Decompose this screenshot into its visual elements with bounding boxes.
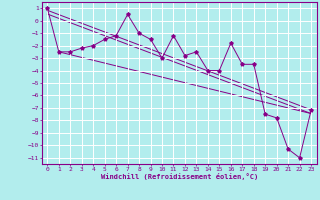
X-axis label: Windchill (Refroidissement éolien,°C): Windchill (Refroidissement éolien,°C) bbox=[100, 173, 258, 180]
